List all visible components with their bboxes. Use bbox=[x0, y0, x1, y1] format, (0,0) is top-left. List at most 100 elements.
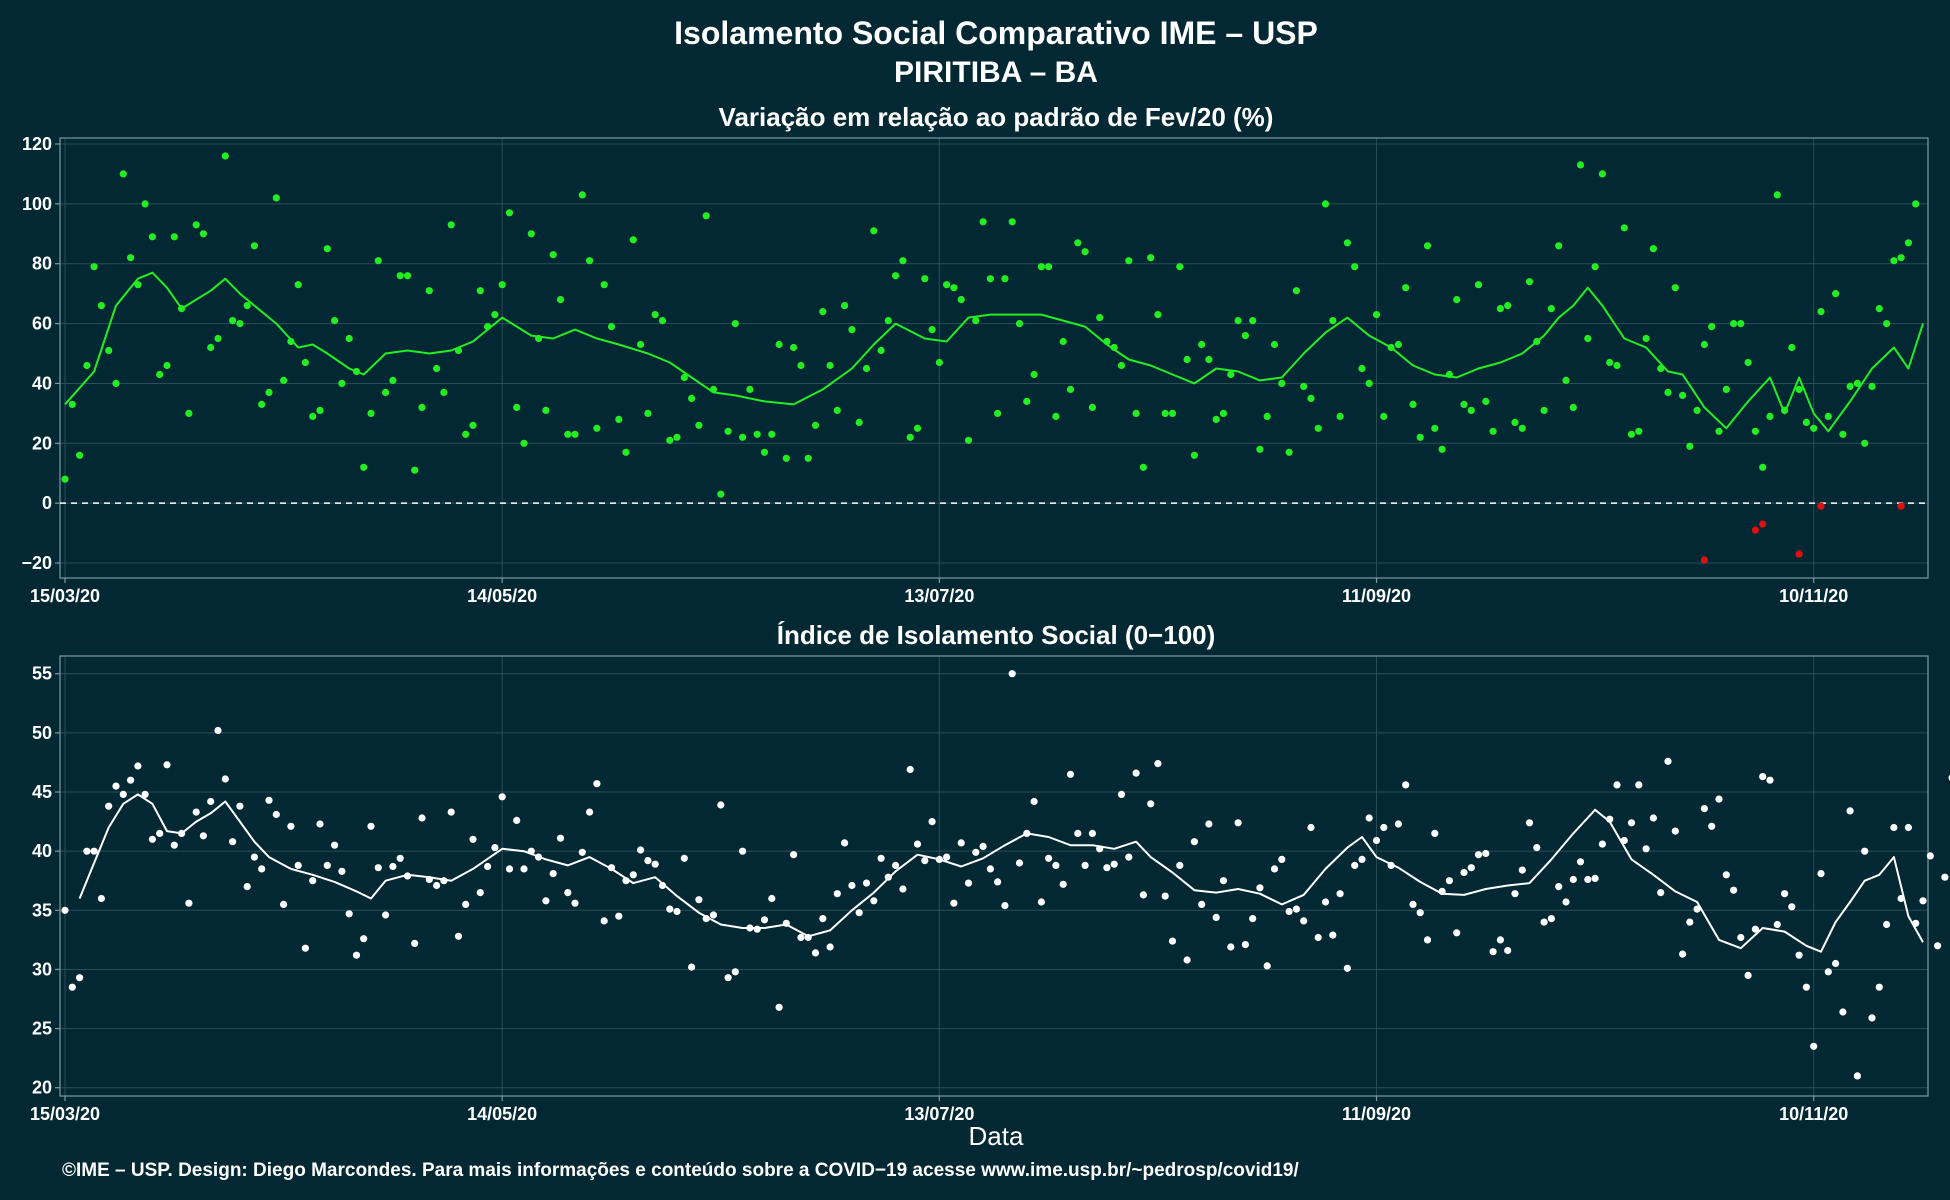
data-point bbox=[717, 801, 725, 809]
data-point bbox=[1547, 305, 1555, 313]
data-point bbox=[870, 227, 878, 235]
data-point bbox=[360, 935, 368, 943]
data-point bbox=[170, 841, 178, 849]
data-point bbox=[1329, 931, 1337, 939]
data-point bbox=[447, 221, 455, 229]
data-point bbox=[695, 896, 703, 904]
data-point bbox=[709, 385, 718, 393]
data-point bbox=[1343, 964, 1351, 972]
negative-data-point bbox=[1817, 502, 1825, 510]
data-point bbox=[1715, 427, 1723, 435]
data-point bbox=[1919, 897, 1927, 905]
data-point bbox=[258, 400, 266, 408]
data-point bbox=[1307, 394, 1315, 402]
data-point bbox=[658, 881, 667, 890]
data-point bbox=[1402, 284, 1410, 292]
data-point bbox=[593, 780, 601, 788]
data-point bbox=[950, 899, 958, 907]
data-point bbox=[1045, 854, 1053, 862]
data-point bbox=[1897, 894, 1905, 903]
data-point bbox=[724, 427, 732, 435]
data-point bbox=[454, 346, 463, 355]
data-point bbox=[586, 808, 594, 816]
data-point bbox=[527, 230, 535, 238]
data-point bbox=[207, 343, 215, 352]
data-point bbox=[1511, 418, 1519, 426]
x-tick-label: 11/09/20 bbox=[1342, 1104, 1411, 1124]
data-point bbox=[1198, 340, 1206, 349]
data-point bbox=[1015, 859, 1024, 867]
data-point bbox=[1496, 305, 1504, 313]
data-point bbox=[556, 296, 565, 304]
data-point bbox=[1861, 847, 1869, 855]
data-point bbox=[1824, 412, 1832, 420]
data-point bbox=[913, 424, 922, 432]
data-point bbox=[1081, 861, 1089, 870]
data-point bbox=[739, 847, 747, 855]
data-point bbox=[433, 881, 441, 890]
data-point bbox=[1227, 370, 1235, 379]
data-point bbox=[1722, 871, 1730, 879]
data-point bbox=[440, 877, 448, 885]
data-point bbox=[1066, 385, 1075, 393]
data-point bbox=[316, 820, 324, 828]
data-point bbox=[1904, 823, 1912, 832]
y-tick-label: 35 bbox=[32, 900, 52, 920]
data-point bbox=[1351, 263, 1359, 271]
data-point bbox=[549, 251, 557, 259]
chart-title-line2: PIRITIBA – BA bbox=[894, 56, 1098, 89]
data-point bbox=[1584, 875, 1592, 884]
data-point bbox=[374, 864, 382, 872]
data-point bbox=[819, 915, 827, 923]
data-point bbox=[476, 287, 484, 295]
data-point bbox=[790, 851, 798, 859]
data-point bbox=[1300, 382, 1308, 390]
data-point bbox=[935, 855, 944, 864]
data-point bbox=[425, 287, 433, 295]
data-point bbox=[1139, 463, 1147, 471]
data-point bbox=[1635, 781, 1643, 789]
data-point bbox=[1139, 891, 1147, 899]
data-point bbox=[1525, 278, 1534, 286]
data-point bbox=[1832, 290, 1840, 298]
data-point bbox=[542, 897, 550, 905]
data-point bbox=[1569, 875, 1577, 884]
data-point bbox=[782, 454, 790, 462]
data-point bbox=[1066, 770, 1075, 778]
data-point bbox=[192, 808, 200, 816]
data-point bbox=[892, 272, 900, 280]
data-point bbox=[1154, 311, 1162, 319]
data-point bbox=[1336, 412, 1344, 420]
data-point bbox=[1525, 819, 1534, 827]
y-tick-label: 55 bbox=[32, 664, 52, 684]
data-point bbox=[1431, 829, 1439, 838]
data-point bbox=[1555, 883, 1563, 891]
data-point bbox=[1205, 355, 1213, 364]
data-point bbox=[389, 376, 397, 384]
data-point bbox=[702, 915, 710, 923]
data-point bbox=[1664, 757, 1672, 765]
data-point bbox=[1751, 925, 1759, 933]
data-point bbox=[943, 281, 951, 289]
data-point bbox=[899, 885, 907, 893]
data-point bbox=[484, 323, 492, 331]
data-point bbox=[1839, 430, 1847, 438]
data-point bbox=[1074, 239, 1082, 247]
data-point bbox=[1147, 254, 1155, 262]
data-point bbox=[418, 814, 426, 822]
data-point bbox=[1249, 915, 1257, 923]
data-point bbox=[1030, 797, 1038, 806]
data-point bbox=[309, 877, 317, 885]
data-point bbox=[899, 257, 907, 265]
data-point bbox=[1212, 913, 1220, 922]
data-point bbox=[1576, 858, 1585, 866]
data-point bbox=[1423, 936, 1432, 944]
data-point bbox=[957, 296, 965, 304]
data-point bbox=[229, 838, 237, 846]
data-point bbox=[1890, 823, 1898, 832]
data-point bbox=[1737, 933, 1745, 942]
data-point bbox=[1788, 903, 1796, 911]
data-point bbox=[1540, 918, 1548, 926]
data-point bbox=[600, 281, 608, 289]
data-point bbox=[236, 320, 244, 328]
